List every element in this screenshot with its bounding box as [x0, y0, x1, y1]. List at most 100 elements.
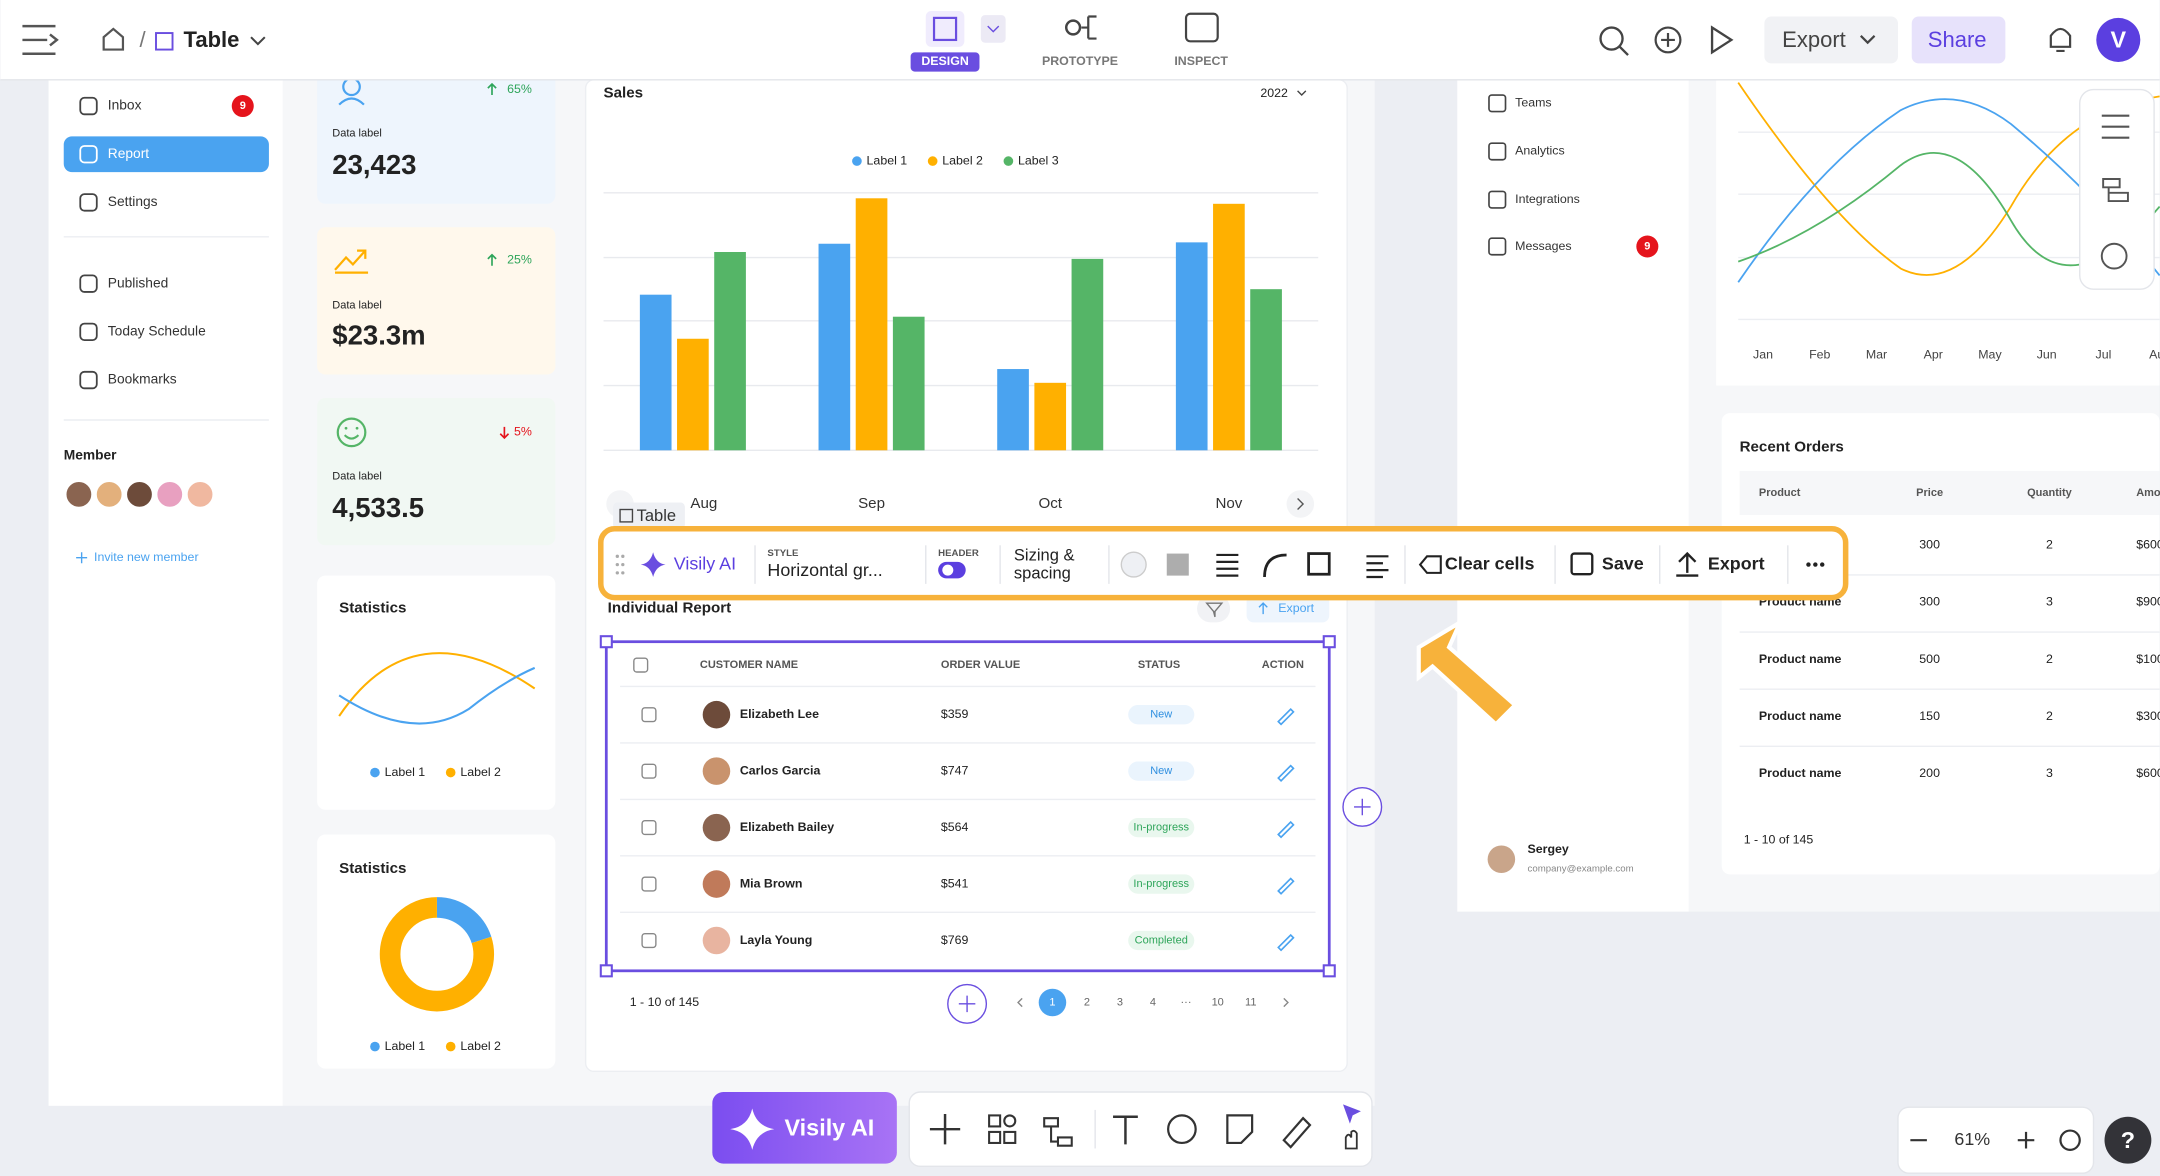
radius-icon[interactable]	[1263, 553, 1287, 578]
ai-label[interactable]: Visily AI	[785, 1114, 875, 1140]
checkbox[interactable]	[633, 657, 649, 673]
edit-icon[interactable]	[1277, 933, 1295, 952]
tool-text[interactable]	[1113, 1115, 1138, 1145]
prototype-icon[interactable]	[1064, 19, 1082, 36]
year-filter[interactable]: 2022	[1260, 86, 1288, 100]
nav-item[interactable]: Integrations	[1515, 192, 1580, 206]
save-icon[interactable]	[1570, 552, 1594, 576]
save[interactable]: Save	[1602, 553, 1644, 573]
bell-icon[interactable]	[2049, 27, 2072, 53]
page[interactable]: 2	[1084, 996, 1090, 1008]
search-icon[interactable]	[1599, 26, 1624, 51]
nav-item[interactable]: Teams	[1515, 96, 1551, 110]
border-icon[interactable]	[1216, 553, 1239, 577]
nav-item[interactable]: Analytics	[1515, 144, 1565, 158]
icon-sliders[interactable]	[2101, 114, 2130, 139]
settings-icon[interactable]	[2059, 1129, 2081, 1151]
nav-next[interactable]	[1286, 490, 1315, 518]
tab[interactable]: PROTOTYPE	[1042, 54, 1118, 68]
handle[interactable]	[1322, 635, 1336, 649]
clear-cells[interactable]: Clear cells	[1445, 553, 1535, 573]
tab-active[interactable]	[910, 52, 980, 72]
export-button[interactable]	[1764, 16, 1898, 64]
tool-shapes[interactable]	[988, 1114, 1002, 1128]
icon-comment[interactable]	[2100, 242, 2128, 270]
page[interactable]: 1	[1049, 996, 1055, 1008]
page[interactable]: 10	[1212, 996, 1224, 1008]
page-prev[interactable]	[1017, 997, 1023, 1008]
page[interactable]: 3	[1117, 996, 1123, 1008]
handle[interactable]	[599, 964, 613, 978]
sizing-label[interactable]: Sizing &	[1014, 546, 1075, 565]
tool-hand[interactable]	[1344, 1129, 1358, 1150]
edit-icon[interactable]	[1277, 877, 1295, 895]
tool-pen[interactable]	[1282, 1116, 1312, 1149]
inspect-icon[interactable]	[1184, 12, 1219, 43]
ai-button[interactable]	[712, 1092, 897, 1164]
legend-dot	[445, 1041, 456, 1052]
export-icon[interactable]	[1676, 551, 1699, 577]
tool-add[interactable]	[929, 1114, 961, 1145]
page[interactable]: 11	[1245, 996, 1256, 1008]
tool-note[interactable]	[1226, 1114, 1254, 1145]
page-title[interactable]: Table	[184, 27, 240, 52]
icon-layers[interactable]	[2102, 178, 2129, 203]
handle[interactable]	[1322, 964, 1336, 978]
handle[interactable]	[599, 635, 613, 649]
ai-label[interactable]: Visily AI	[674, 553, 736, 573]
clear-icon[interactable]	[1418, 555, 1442, 574]
edit-icon[interactable]	[1277, 708, 1295, 726]
drag-handle[interactable]	[615, 554, 625, 575]
nav-item[interactable]: Messages	[1515, 239, 1571, 253]
avatar[interactable]	[2096, 17, 2141, 62]
nav-item[interactable]: Inbox	[108, 98, 142, 113]
checkbox[interactable]	[641, 876, 657, 892]
nav-item[interactable]: Published	[108, 275, 168, 290]
sizing-label[interactable]: spacing	[1014, 564, 1071, 583]
add-icon[interactable]	[1654, 26, 1682, 54]
user-email: company@example.com	[1528, 863, 1634, 874]
nav-item[interactable]: Report	[108, 146, 149, 161]
tab-dropdown[interactable]	[980, 15, 1006, 43]
export[interactable]: Export	[1708, 553, 1765, 573]
more-icon[interactable]	[1806, 562, 1825, 567]
invite-link[interactable]: Invite new member	[94, 550, 199, 564]
checkbox[interactable]	[641, 820, 657, 836]
tool-emoji[interactable]	[1167, 1114, 1197, 1145]
filter-button[interactable]	[1197, 594, 1231, 623]
help-button[interactable]	[2104, 1116, 2152, 1164]
export-button[interactable]	[1246, 594, 1330, 623]
checkbox[interactable]	[641, 707, 657, 723]
share-button[interactable]	[1911, 16, 2006, 64]
nav-item[interactable]: Today Schedule	[108, 324, 206, 339]
style-value[interactable]: Horizontal gr...	[767, 560, 882, 580]
opacity-icon[interactable]	[1166, 553, 1189, 576]
edit-icon[interactable]	[1277, 764, 1295, 782]
zoom-in[interactable]	[2017, 1131, 2035, 1149]
page[interactable]: ···	[1181, 996, 1192, 1008]
home-icon[interactable]	[102, 27, 125, 51]
add-icon	[1661, 33, 1675, 47]
design-icon-bg[interactable]	[925, 11, 965, 47]
smile-icon	[355, 426, 359, 430]
chevron[interactable]	[250, 36, 266, 46]
member-avatar	[184, 479, 216, 510]
edit-icon[interactable]	[1277, 820, 1295, 839]
tab[interactable]: DESIGN	[921, 54, 969, 68]
checkbox[interactable]	[641, 932, 657, 949]
nav-item[interactable]: Settings	[108, 194, 158, 209]
play-icon[interactable]	[1710, 25, 1734, 55]
menu-icon[interactable]	[22, 24, 59, 55]
shadow-icon[interactable]	[1307, 552, 1331, 576]
align-icon[interactable]	[1366, 555, 1389, 579]
tool-flow[interactable]	[1043, 1117, 1073, 1147]
checkbox[interactable]	[641, 763, 657, 779]
card-title: Recent Orders	[1740, 439, 1844, 456]
tool-select[interactable]	[1343, 1104, 1361, 1124]
page[interactable]: 4	[1150, 996, 1156, 1008]
fill-icon[interactable]	[1120, 551, 1147, 578]
nav-item[interactable]: Bookmarks	[108, 372, 177, 387]
nav-active[interactable]	[63, 136, 269, 173]
tab[interactable]: INSPECT	[1174, 54, 1228, 68]
page-next[interactable]	[1283, 997, 1289, 1008]
